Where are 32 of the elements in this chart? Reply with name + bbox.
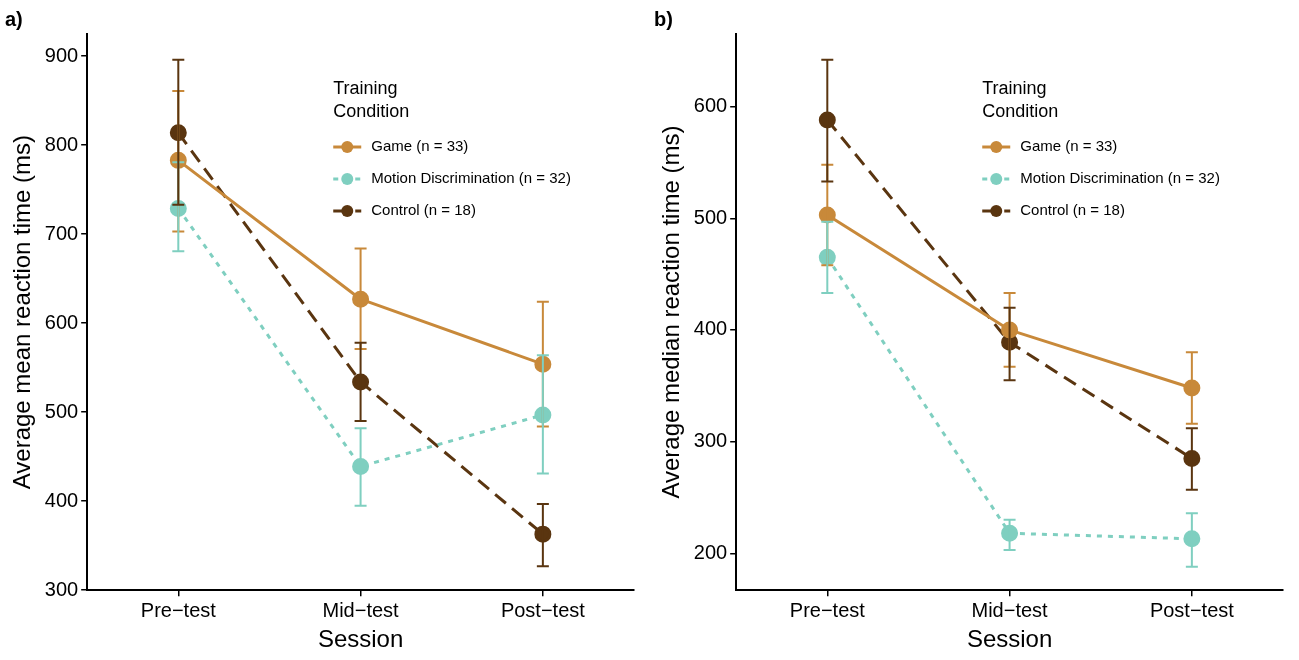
x-tick-label: Mid−test [322,598,400,621]
x-tick-label: Mid−test [971,598,1049,621]
y-tick-label: 200 [693,540,728,563]
legend-title: Training Condition [333,77,410,121]
y-tick-label: 300 [693,429,728,452]
x-tick-label: Pre−test [140,598,217,621]
y-tick-label: 500 [693,205,728,228]
x-tick-label: Post−test [500,598,586,621]
legend-label: Motion Discrimination (n = 32) [1020,169,1220,187]
legend-label: Control (n = 18) [1020,201,1125,219]
y-tick-label: 500 [44,399,79,422]
y-axis-title: Average median reaction time (ms) [657,125,685,499]
legend-label: Motion Discrimination (n = 32) [371,169,571,187]
chart-title: a) [5,7,23,30]
chart-title: b) [654,7,673,30]
legend-label: Control (n = 18) [371,201,476,219]
legend-label: Game (n = 33) [371,137,469,155]
legend-label: Game (n = 33) [1020,137,1118,155]
y-tick-label: 800 [44,132,79,155]
x-tick-label: Post−test [1149,598,1235,621]
y-tick-label: 300 [44,577,79,600]
x-tick-label: Pre−test [789,598,866,621]
y-tick-label: 400 [693,317,728,340]
y-tick-label: 600 [693,94,728,117]
x-axis-title: Session [966,625,1053,653]
y-tick-label: 900 [44,43,79,66]
y-tick-label: 400 [44,488,79,511]
y-tick-label: 700 [44,221,79,244]
y-tick-label: 600 [44,310,79,333]
x-axis-title: Session [317,625,404,653]
y-axis-title: Average mean reaction time (ms) [8,134,36,490]
legend-title: Training Condition [982,77,1059,121]
